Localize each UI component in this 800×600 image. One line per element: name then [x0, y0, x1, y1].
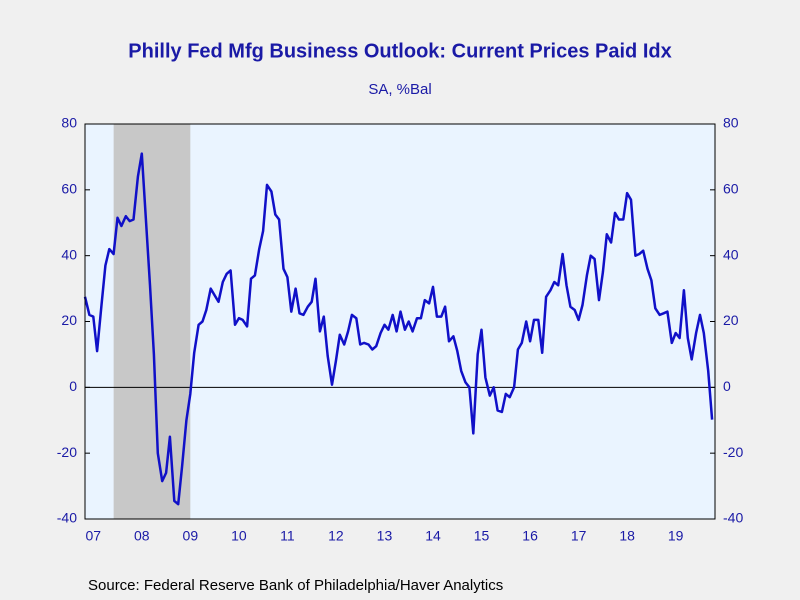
x-tick-label: 13 — [377, 528, 393, 544]
x-tick-label: 14 — [425, 528, 441, 544]
x-tick-label: 18 — [619, 528, 635, 544]
plot-border — [84, 123, 716, 520]
y-tick-label: 40 — [61, 246, 77, 262]
x-tick-label: 19 — [668, 528, 684, 544]
x-tick-label: 15 — [474, 528, 490, 544]
x-tick-label: 16 — [522, 528, 538, 544]
chart-title: Philly Fed Mfg Business Outlook: Current… — [128, 40, 671, 62]
y2-tick-label: 80 — [723, 115, 739, 131]
x-tick-label: 07 — [85, 528, 101, 544]
x-tick-label: 09 — [183, 528, 199, 544]
y-tick-label: 20 — [61, 312, 77, 328]
x-tick-label: 12 — [328, 528, 344, 544]
y2-tick-label: -40 — [723, 510, 743, 526]
y-tick-label: -40 — [57, 510, 77, 526]
x-tick-label: 11 — [280, 528, 295, 544]
y2-tick-label: 40 — [723, 246, 739, 262]
x-tick-label: 08 — [134, 528, 150, 544]
x-tick-label: 10 — [231, 528, 247, 544]
y-tick-label: 60 — [61, 181, 77, 197]
chart-subtitle: SA, %Bal — [368, 81, 431, 98]
y2-tick-label: 20 — [723, 312, 739, 328]
y-tick-label: 0 — [69, 378, 77, 394]
source-note: Source: Federal Reserve Bank of Philadel… — [88, 577, 503, 594]
y-tick-label: -20 — [57, 444, 77, 460]
y2-tick-label: 60 — [723, 181, 739, 197]
y-tick-label: 80 — [61, 115, 77, 131]
y2-tick-label: -20 — [723, 444, 743, 460]
y2-tick-label: 0 — [723, 378, 731, 394]
series-line — [83, 152, 714, 506]
x-tick-label: 17 — [571, 528, 587, 544]
